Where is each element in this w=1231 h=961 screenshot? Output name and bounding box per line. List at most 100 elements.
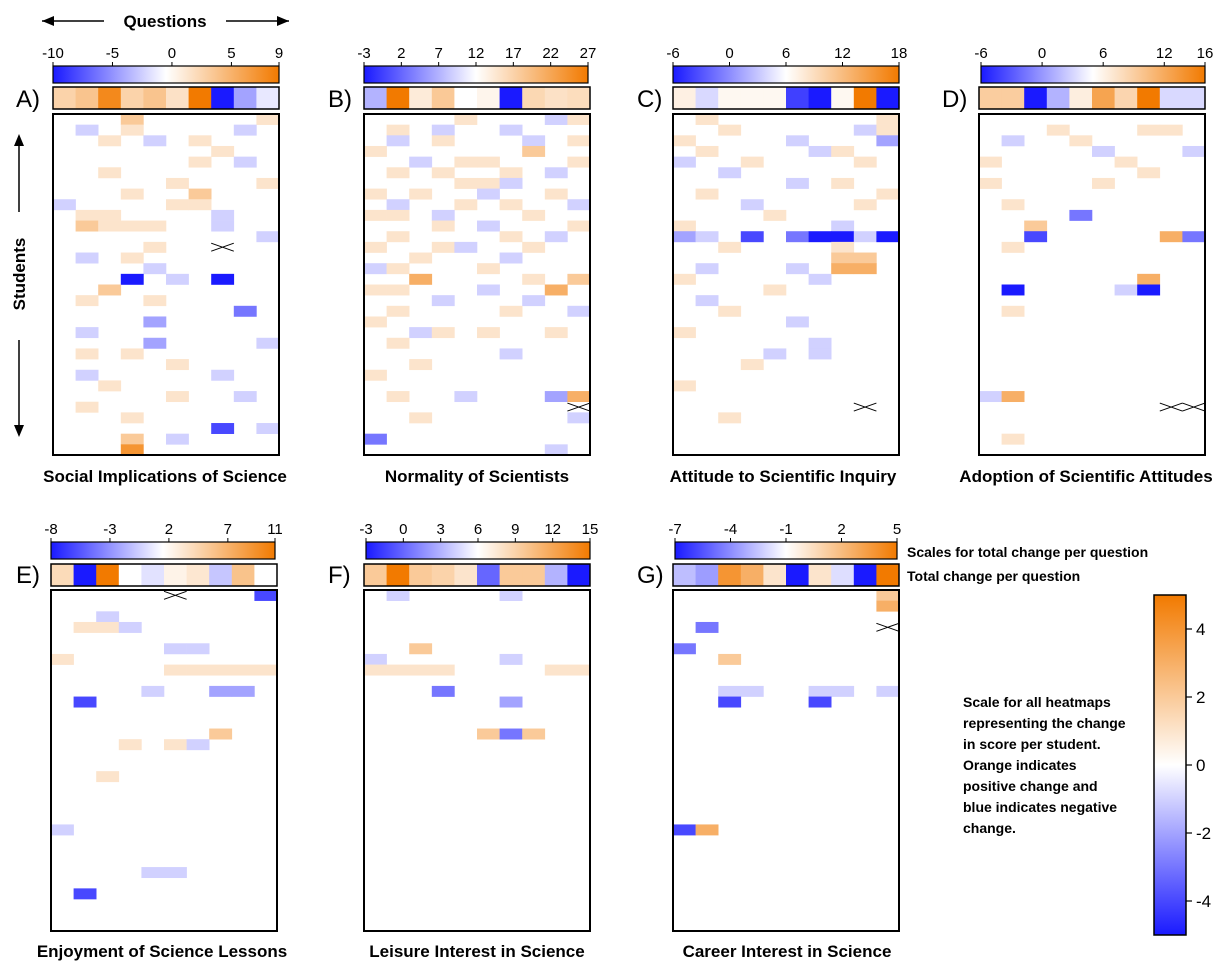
heatmap-cell xyxy=(1182,231,1206,243)
heatmap-cell xyxy=(808,696,832,708)
heatmap-cell xyxy=(673,327,696,339)
heatmap-cell xyxy=(979,177,1002,189)
scale-tick-label: 18 xyxy=(891,45,908,62)
scale-tick-label: -3 xyxy=(359,521,372,538)
heatmap-cell xyxy=(853,231,877,243)
question-total-cell xyxy=(853,87,877,109)
heatmap-cell xyxy=(143,220,167,232)
heatmap-cell xyxy=(499,728,523,740)
question-total-cell xyxy=(409,87,433,109)
heatmap-cell xyxy=(1159,231,1183,243)
heatmap-cell xyxy=(808,145,832,157)
heatmap-cell xyxy=(499,590,523,601)
question-total-strip xyxy=(363,86,591,110)
missing-data-cross-icon xyxy=(1159,402,1183,412)
colorbar-tick-label: 2 xyxy=(1196,688,1205,707)
heatmap-cell xyxy=(876,188,900,200)
heatmap-cell xyxy=(673,380,696,392)
heatmap-cell xyxy=(567,220,591,232)
heatmap-cell xyxy=(98,380,122,392)
heatmap-cell xyxy=(808,348,832,360)
heatmap-cell xyxy=(75,252,99,264)
heatmap-cell xyxy=(544,167,568,179)
heatmap-cell xyxy=(544,188,568,200)
heatmap-cell xyxy=(853,263,877,275)
heatmap-cell xyxy=(567,114,591,125)
heatmap-frame xyxy=(672,113,900,456)
heatmap-cell xyxy=(120,412,144,424)
heatmap-cell xyxy=(808,231,832,243)
heatmap-cell xyxy=(209,728,233,740)
question-total-cell xyxy=(75,87,99,109)
heatmap-cell xyxy=(409,664,433,676)
heatmap-cell xyxy=(1024,220,1048,232)
heatmap-cell xyxy=(718,685,742,697)
heatmap-cell xyxy=(454,199,478,211)
heatmap-panels: -10 -5 0 5 9A)Social Implications of Science… xyxy=(16,45,1213,961)
heatmap-cell xyxy=(231,685,255,697)
heatmap-cell xyxy=(1159,124,1183,136)
question-total-cell xyxy=(364,87,387,109)
question-total-cell xyxy=(876,564,900,586)
heatmap-cell xyxy=(75,369,99,381)
heatmap-cell xyxy=(75,348,99,360)
heatmap-frame xyxy=(672,589,900,932)
heatmap-cell xyxy=(1137,167,1161,179)
scale-tick-label: -7 xyxy=(668,521,681,538)
scale-tick-label: 6 xyxy=(1099,45,1107,62)
heatmap-cell xyxy=(120,124,144,136)
heatmap-cell xyxy=(718,124,742,136)
heatmap-cell xyxy=(544,114,568,125)
legend-note-line: blue indicates negative xyxy=(963,799,1117,815)
heatmap-cell xyxy=(143,316,167,328)
question-total-cell xyxy=(740,564,764,586)
heatmap-cell xyxy=(876,600,900,612)
heatmap-cell xyxy=(1069,135,1093,147)
heatmap-cell xyxy=(75,295,99,307)
heatmap-cell xyxy=(118,621,142,633)
heatmap-cell xyxy=(120,444,144,456)
question-total-cell xyxy=(1092,87,1115,109)
heatmap-cell xyxy=(1069,209,1093,221)
missing-data-cross-icon xyxy=(567,402,591,412)
scale-tick-label: -6 xyxy=(666,45,679,62)
heatmap-cell xyxy=(786,263,809,275)
heatmap-cell xyxy=(386,590,410,601)
question-total-cell xyxy=(166,87,189,109)
heatmap-cell xyxy=(143,135,167,147)
heatmap-frame xyxy=(52,113,280,456)
heatmap-cell xyxy=(499,653,523,665)
scale-tick-label: 5 xyxy=(227,45,235,62)
panel-title: Adoption of Scientific Attitudes xyxy=(959,467,1212,486)
question-total-cell xyxy=(695,564,719,586)
heatmap-cell xyxy=(454,391,478,403)
heatmap-cell xyxy=(120,114,144,125)
heatmap-panel: -3 2 7 12 17 22 27B)Normality of Scientists xyxy=(328,45,596,486)
heatmap-cell xyxy=(75,220,99,232)
heatmap-cell xyxy=(695,824,719,836)
scale-tick-label: -4 xyxy=(724,521,737,538)
question-total-cell xyxy=(477,564,500,586)
heatmap-cell xyxy=(853,124,877,136)
scale-tick-label: -1 xyxy=(779,521,792,538)
heatmap-cell xyxy=(1001,241,1025,253)
heatmap-cell xyxy=(876,124,900,136)
arrow-right-icon xyxy=(277,16,289,26)
heatmap-cell xyxy=(831,241,855,253)
heatmap-cell xyxy=(409,273,433,285)
scale-tick-label: 22 xyxy=(542,45,559,62)
heatmap-cell xyxy=(364,209,387,221)
heatmap-cell xyxy=(499,696,523,708)
legend-note-line: positive change and xyxy=(963,778,1098,794)
scale-tick-label: 15 xyxy=(582,521,599,538)
heatmap-cell xyxy=(786,316,809,328)
question-total-cell xyxy=(53,87,76,109)
heatmap-cell xyxy=(673,231,696,243)
question-total-strip xyxy=(50,563,278,587)
heatmap-cell xyxy=(75,327,99,339)
heatmap-cell xyxy=(364,188,387,200)
question-total-cell xyxy=(431,87,455,109)
question-total-cell xyxy=(673,87,696,109)
heatmap-cell xyxy=(188,135,212,147)
heatmap-cell xyxy=(477,188,500,200)
